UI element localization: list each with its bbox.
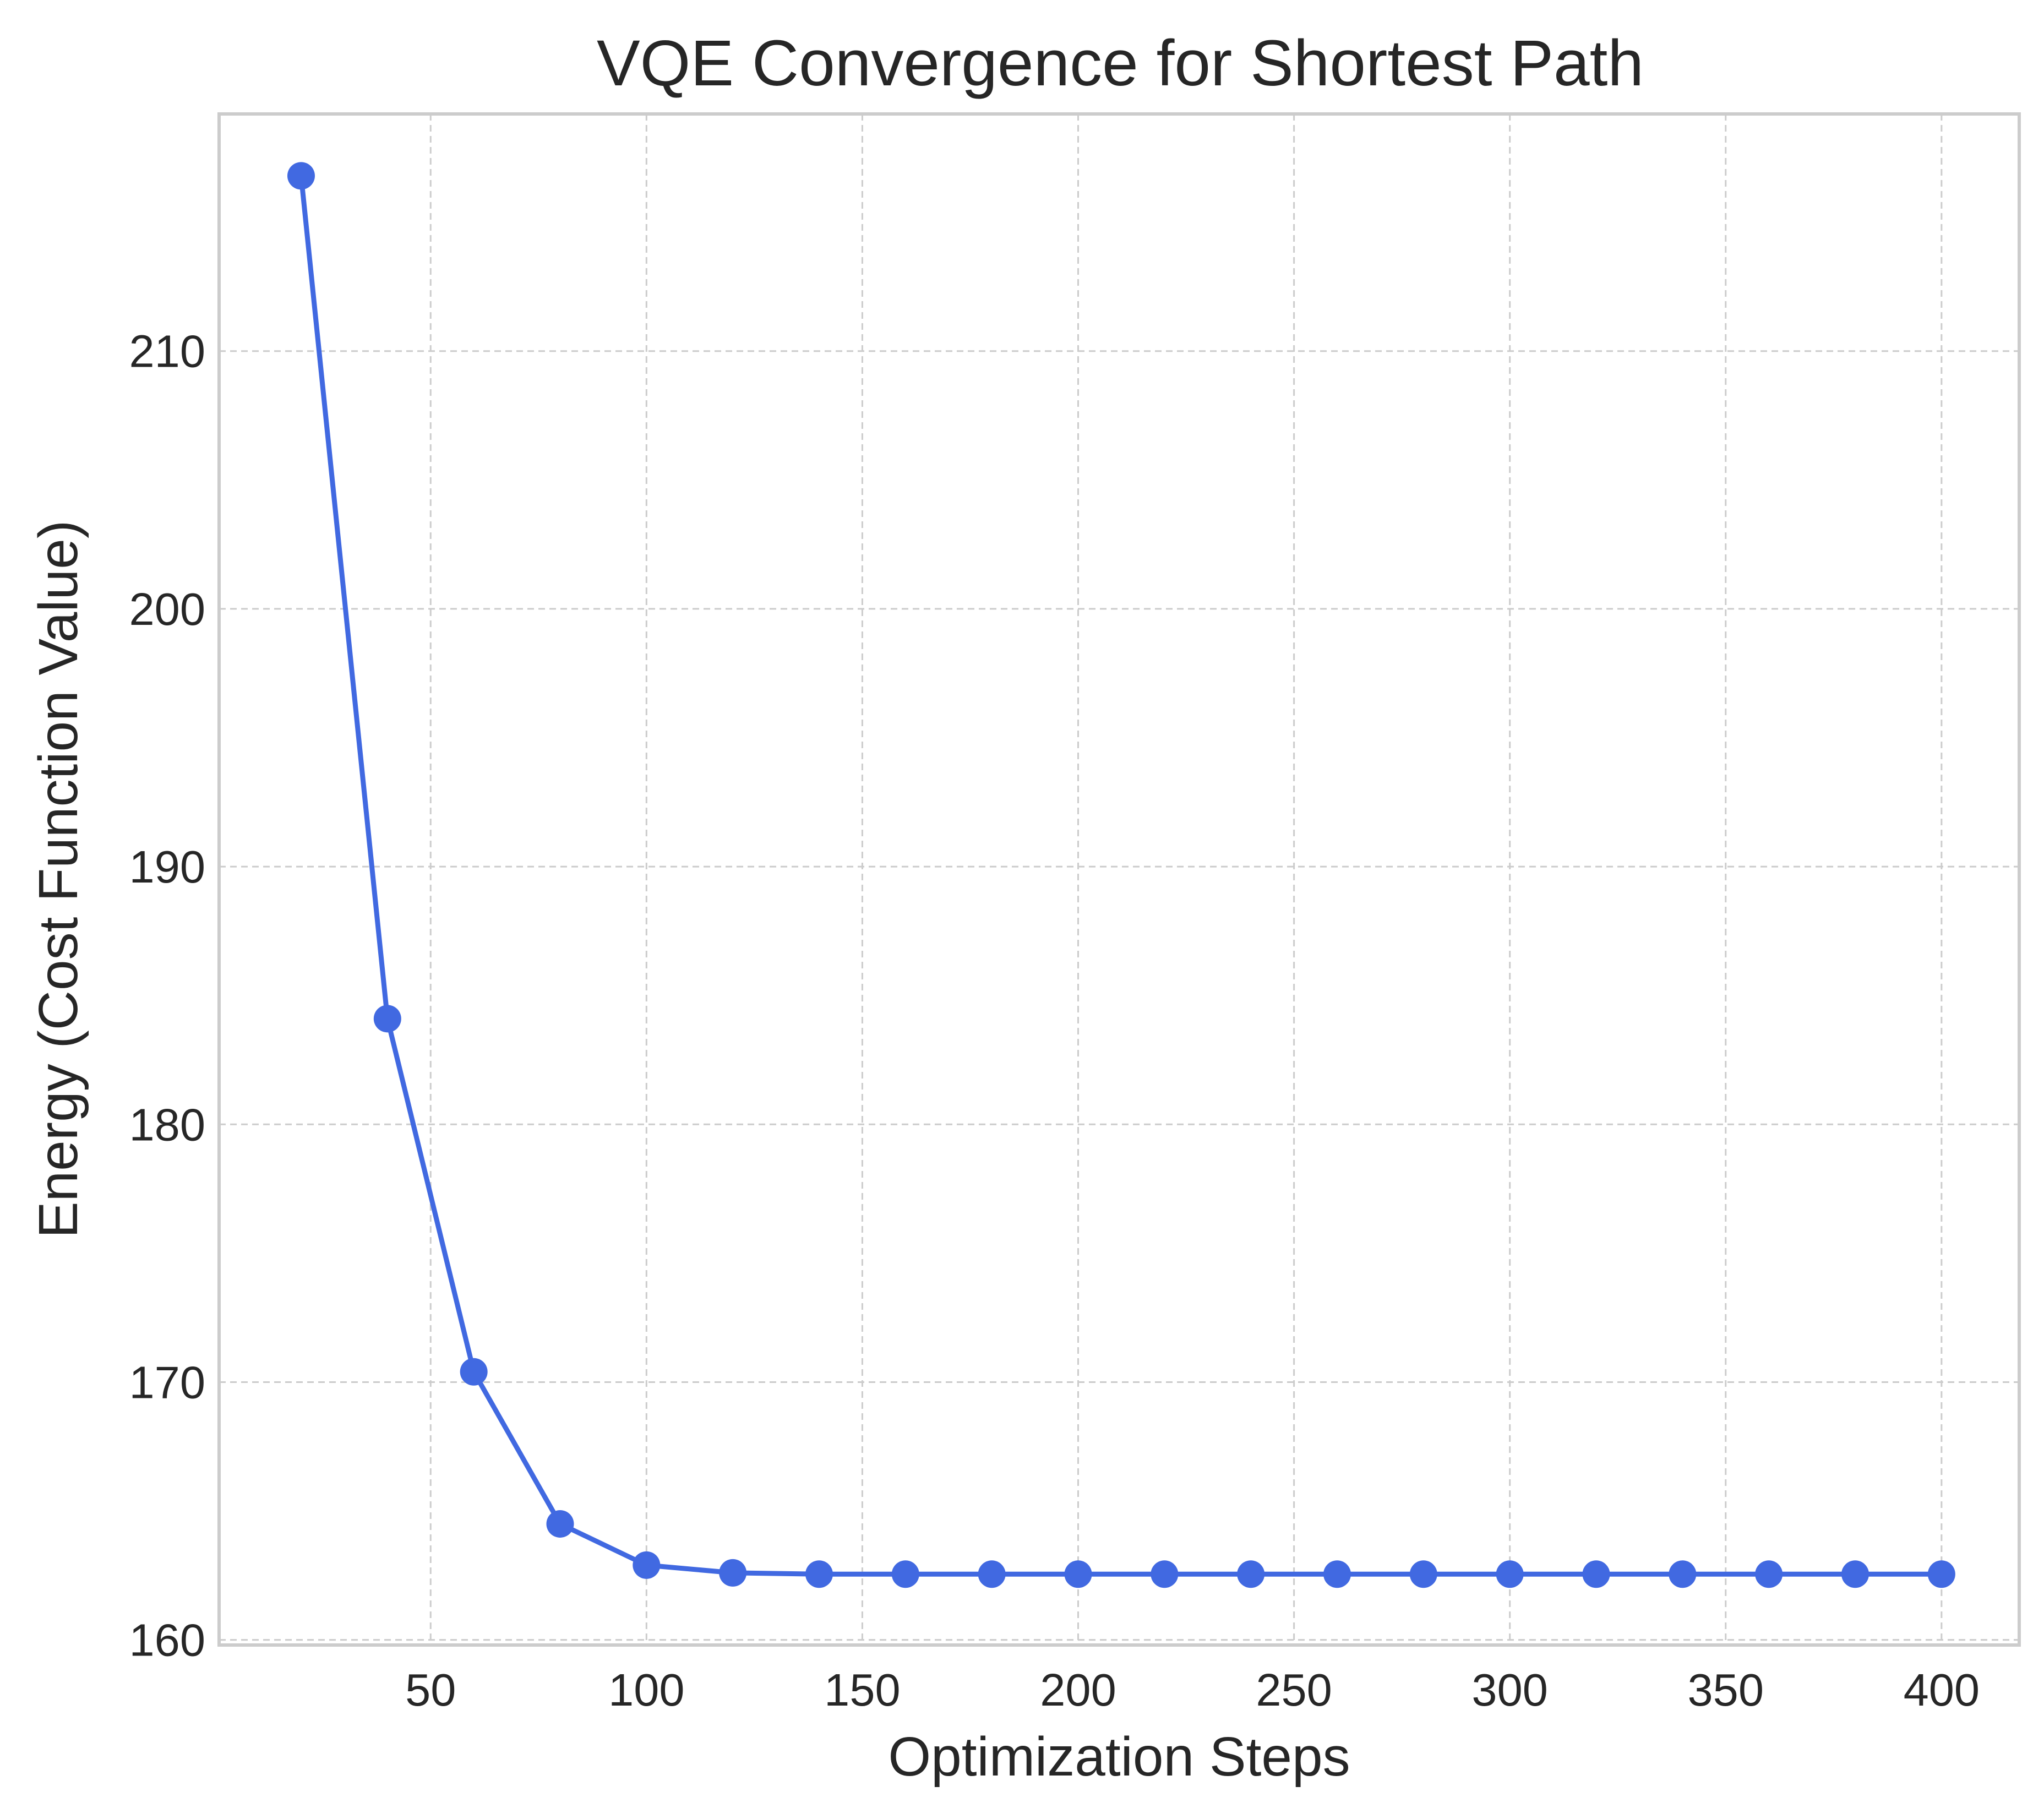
data-point xyxy=(1151,1560,1179,1588)
data-point xyxy=(1064,1560,1092,1588)
data-point xyxy=(546,1510,574,1538)
y-tick-label: 180 xyxy=(129,1099,205,1150)
x-tick-label: 250 xyxy=(1256,1664,1332,1715)
data-point xyxy=(1927,1560,1955,1588)
x-tick-label: 350 xyxy=(1688,1664,1764,1715)
data-point xyxy=(633,1551,661,1579)
y-tick-label: 200 xyxy=(129,584,205,635)
x-tick-label: 400 xyxy=(1904,1664,1980,1715)
y-tick-label: 210 xyxy=(129,326,205,377)
data-point xyxy=(373,1005,401,1033)
x-tick-label: 300 xyxy=(1471,1664,1547,1715)
x-tick-label: 50 xyxy=(405,1664,456,1715)
x-tick-label: 200 xyxy=(1040,1664,1116,1715)
data-point xyxy=(1755,1560,1783,1588)
data-point xyxy=(1841,1560,1869,1588)
data-point xyxy=(1237,1560,1265,1588)
y-tick-label: 160 xyxy=(129,1615,205,1666)
y-tick-label: 190 xyxy=(129,841,205,892)
data-point xyxy=(1582,1560,1610,1588)
y-tick-label: 170 xyxy=(129,1357,205,1408)
data-point xyxy=(1496,1560,1524,1588)
data-point xyxy=(1669,1560,1697,1588)
series-line xyxy=(298,173,1944,1577)
data-point xyxy=(1409,1560,1437,1588)
tick-labels: 50 100 150 200 250 300 350 400 160 170 180 190 200 21… xyxy=(129,326,1980,1715)
x-tick-label: 150 xyxy=(824,1664,900,1715)
x-tick-label: 100 xyxy=(608,1664,684,1715)
gridlines xyxy=(219,114,2019,1645)
data-point xyxy=(1323,1560,1351,1588)
data-point xyxy=(978,1560,1006,1588)
x-axis-label: Optimization Steps xyxy=(888,1726,1350,1788)
data-point xyxy=(805,1560,833,1588)
data-point xyxy=(891,1560,919,1588)
data-point xyxy=(719,1559,747,1587)
data-point xyxy=(287,162,315,190)
y-axis-label: Energy (Cost Function Value) xyxy=(28,520,89,1238)
series-layer xyxy=(287,162,1955,1588)
data-point xyxy=(460,1358,488,1386)
plot-frame xyxy=(217,112,2021,1647)
chart-title: VQE Convergence for Shortest Path xyxy=(597,27,1644,100)
